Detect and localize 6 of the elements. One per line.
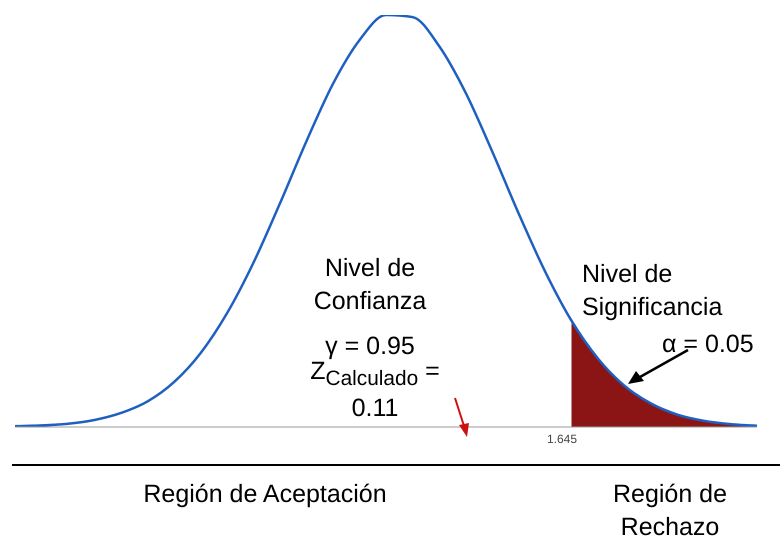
- annotation: α = 0.05: [662, 329, 755, 360]
- text: Región de Aceptación: [142, 479, 388, 510]
- text: Región de Rechazo: [612, 479, 728, 542]
- text: 1.645: [546, 432, 578, 448]
- annotation: Nivel de Confianza: [312, 253, 428, 316]
- annotation: γ = 0.95: [325, 332, 415, 360]
